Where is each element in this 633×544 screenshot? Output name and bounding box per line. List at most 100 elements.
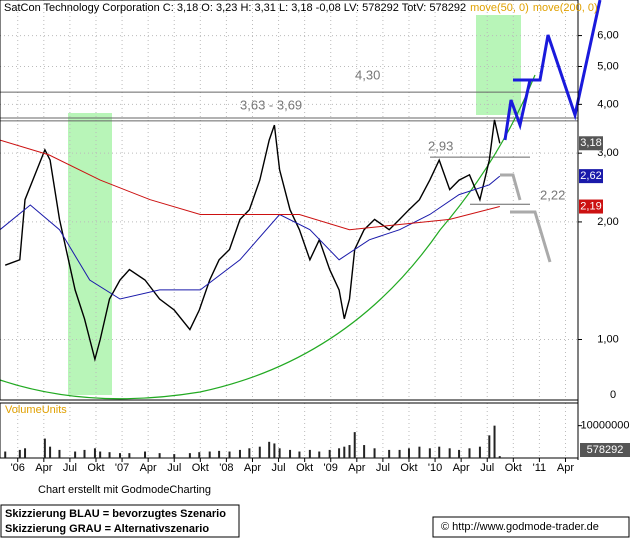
series-line bbox=[4, 119, 501, 363]
x-tick-label: '06 bbox=[11, 462, 25, 474]
header-text: SatCon Technology Corporation C: 3,18 O:… bbox=[4, 2, 466, 14]
volume-bar bbox=[328, 449, 331, 458]
copyright: © http://www.godmode-trader.de bbox=[441, 521, 599, 533]
y-tick-label: 1,00 bbox=[597, 333, 618, 345]
x-tick-label: Okt bbox=[400, 462, 417, 474]
credit: Chart erstellt mit GodmodeCharting bbox=[38, 484, 211, 496]
legend-entry: move(200, 0) bbox=[533, 2, 598, 14]
volume-bar bbox=[158, 453, 161, 458]
x-tick-label: Apr bbox=[244, 462, 261, 474]
volume-bar bbox=[74, 451, 77, 458]
legend-entry: move(50, 0) bbox=[470, 2, 529, 14]
volume-bar bbox=[173, 454, 176, 458]
volume-bar bbox=[43, 438, 46, 458]
x-tick-label: Jul bbox=[63, 462, 77, 474]
value-label: 578292 bbox=[587, 444, 624, 456]
x-tick-label: '08 bbox=[219, 462, 233, 474]
x-tick-label: Apr bbox=[557, 462, 574, 474]
highlight-zone bbox=[476, 15, 521, 115]
volume-bar bbox=[363, 445, 366, 458]
x-tick-label: Jul bbox=[480, 462, 494, 474]
volume-bar bbox=[18, 449, 21, 458]
volume-bar bbox=[418, 446, 421, 458]
volume-bar bbox=[498, 456, 501, 458]
note: Skizzierung BLAU = bevorzugtes Szenario bbox=[5, 508, 226, 520]
volume-bar bbox=[198, 452, 201, 458]
series-line bbox=[0, 139, 500, 231]
volume-bar bbox=[118, 453, 121, 458]
volume-bar bbox=[228, 451, 231, 458]
volume-bar bbox=[4, 451, 7, 458]
copyright-box bbox=[432, 516, 630, 538]
x-tick-label: Okt bbox=[296, 462, 313, 474]
volume-bar bbox=[238, 449, 241, 458]
volume-bar bbox=[144, 451, 147, 458]
level-layer: 4,30 3,63 - 3,69 2,93 2,22 bbox=[0, 68, 578, 205]
volume-bar bbox=[448, 448, 451, 458]
x-tick-label: Apr bbox=[453, 462, 470, 474]
grid-layer bbox=[0, 0, 578, 458]
x-tick-label: '07 bbox=[115, 462, 129, 474]
x-tick-label: Okt bbox=[192, 462, 209, 474]
y-tick-label: 5,00 bbox=[597, 60, 618, 72]
note: Skizzierung GRAU = Alternativszenario bbox=[5, 523, 209, 535]
volume-bar bbox=[58, 449, 61, 458]
volume-bar bbox=[388, 449, 391, 458]
value-label-box bbox=[579, 136, 603, 151]
value-label-box bbox=[579, 169, 603, 184]
value-label-box bbox=[579, 199, 603, 214]
volume-bar bbox=[248, 448, 251, 458]
volume-bar bbox=[289, 449, 292, 458]
x-tick-label: Apr bbox=[35, 462, 52, 474]
level-label: 2,93 bbox=[428, 139, 453, 154]
highlight-zone bbox=[68, 113, 112, 395]
x-tick-label: Jul bbox=[272, 462, 286, 474]
x-tick-label: Jul bbox=[376, 462, 390, 474]
x-tick-label: '11 bbox=[533, 462, 547, 474]
volume-bar bbox=[338, 448, 341, 458]
x-tick-label: '10 bbox=[428, 462, 442, 474]
scenario-gray bbox=[500, 173, 522, 201]
volume-bar bbox=[128, 453, 131, 458]
volume-bar bbox=[438, 446, 441, 458]
volume-bar bbox=[428, 448, 431, 458]
volume-bar bbox=[273, 443, 276, 458]
header: SatCon Technology Corporation C: 3,18 O:… bbox=[4, 2, 598, 14]
volume-bar bbox=[93, 448, 96, 458]
scenario-gray bbox=[510, 210, 552, 263]
volume-bar bbox=[343, 446, 346, 458]
volume-bar bbox=[24, 448, 27, 458]
level-label: 2,22 bbox=[540, 188, 565, 203]
volume-bar bbox=[458, 449, 461, 458]
volume-bar bbox=[468, 448, 471, 458]
volume-bar bbox=[348, 445, 351, 458]
y-tick-label: 6,00 bbox=[597, 29, 618, 41]
volume-bar bbox=[108, 452, 111, 458]
y-tick-label: 0 bbox=[610, 389, 616, 401]
notes-box bbox=[0, 504, 240, 538]
x-tick-label: Okt bbox=[87, 462, 104, 474]
y-tick-label: 4,00 bbox=[597, 98, 618, 110]
volume-bar bbox=[268, 441, 271, 458]
volume-title: VolumeUnits bbox=[5, 404, 67, 416]
volume-bar bbox=[49, 446, 52, 458]
value-label-box bbox=[580, 443, 630, 457]
volume-bar bbox=[493, 425, 496, 458]
x-tick-label: Okt bbox=[505, 462, 522, 474]
volume-bar bbox=[188, 453, 191, 458]
line-layer bbox=[0, 119, 501, 363]
volume-bar bbox=[298, 451, 301, 458]
value-label: 2,62 bbox=[580, 170, 601, 182]
y-tick-label: 2,00 bbox=[597, 216, 618, 228]
volume-bar bbox=[353, 432, 356, 458]
volume-bar bbox=[218, 450, 221, 458]
volume-bar bbox=[83, 449, 86, 458]
volume-bar bbox=[278, 448, 281, 458]
volume-bar bbox=[478, 446, 481, 458]
level-label: 3,63 - 3,69 bbox=[240, 97, 302, 112]
value-label: 3,18 bbox=[580, 137, 601, 149]
volume-bar bbox=[407, 448, 410, 458]
volume-bar bbox=[488, 435, 491, 458]
